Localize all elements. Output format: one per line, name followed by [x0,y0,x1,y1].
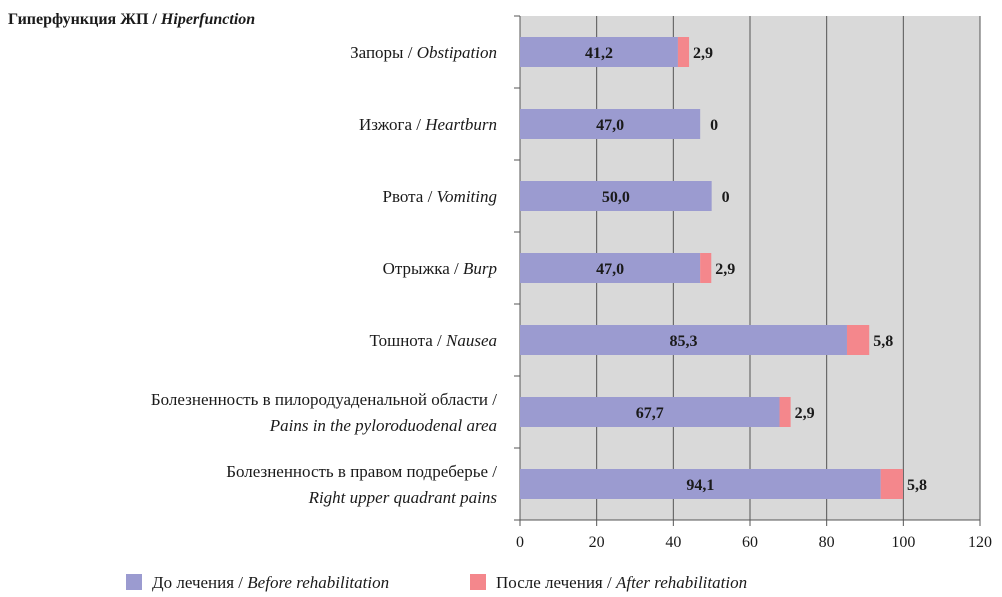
text-ru: Изжога / [359,115,425,134]
category-label: Тошнота / Nausea [370,331,497,350]
bar-after [846,325,870,355]
text-en: Hiperfunction [160,11,255,28]
data-label-after: 2,9 [693,45,713,62]
bar-after [677,37,690,67]
category-label: Pains in the pyloroduodenal area [269,416,497,435]
text-ru: Гиперфункция ЖП / [8,11,161,28]
data-label-before: 67,7 [636,405,664,422]
text-en: Obstipation [417,43,497,62]
x-tick-labels: 0 20 40 60 80 100 120 [516,534,992,551]
text-ru: Болезненность в правом подреберье / [226,462,497,481]
legend-swatch [126,574,142,590]
x-tick-label: 80 [819,534,835,551]
category-label: Right upper quadrant pains [308,488,498,507]
text-ru: Болезненность в пилородуаденальной облас… [151,390,497,409]
data-label-after: 2,9 [795,405,815,422]
bar-before [520,181,712,211]
data-label-before: 41,2 [585,45,613,62]
bar-after [779,397,791,427]
data-label-before: 85,3 [669,333,697,350]
category-label: Изжога / Heartburn [359,115,497,134]
bar-before [520,253,701,283]
category-label: Болезненность в пилородуаденальной облас… [151,390,497,409]
text-en: Before rehabilitation [247,573,389,592]
text-en: After rehabilitation [615,573,747,592]
bar-before [520,109,701,139]
chart-title: Гиперфункция ЖП / Hiperfunction [8,11,255,28]
x-tick-label: 120 [968,534,992,551]
data-label-after: 2,9 [715,261,735,278]
legend-swatch [470,574,486,590]
text-en: Burp [463,259,497,278]
text-ru: До лечения / [152,573,247,592]
data-label-after: 5,8 [907,477,927,494]
bar-after [700,253,712,283]
text-ru: Запоры / [350,43,417,62]
text-en: Pains in the pyloroduodenal area [269,416,497,435]
category-label: Болезненность в правом подреберье / [226,462,497,481]
text-en: Heartburn [424,115,497,134]
x-tick-label: 20 [589,534,605,551]
category-labels: Запоры / Obstipation Изжога / Heartburn Рв… [151,43,498,507]
data-label-before: 50,0 [602,189,630,206]
bar-after [880,469,903,499]
data-label-after: 5,8 [873,333,893,350]
bar-before [520,397,780,427]
category-label: Запоры / Obstipation [350,43,497,62]
x-tick-label: 100 [891,534,915,551]
x-tick-label: 0 [516,534,524,551]
data-label-before: 47,0 [596,261,624,278]
legend-label: До лечения / Before rehabilitation [152,573,389,592]
x-tick-label: 60 [742,534,758,551]
bar-before [520,469,881,499]
text-ru: Отрыжка / [383,259,463,278]
legend-label: После лечения / After rehabilitation [496,573,747,592]
text-ru: После лечения / [496,573,616,592]
data-label-after: 0 [722,189,730,206]
text-ru: Тошнота / [370,331,446,350]
data-label-before: 47,0 [596,117,624,134]
legend: До лечения / Before rehabilitation После … [126,573,747,592]
text-en: Nausea [445,331,497,350]
text-en: Vomiting [437,187,497,206]
x-tick-label: 40 [665,534,681,551]
bars [520,37,903,499]
text-ru: Рвота / [383,187,437,206]
bar-before [520,37,678,67]
bar-before [520,325,847,355]
category-label: Отрыжка / Burp [383,259,497,278]
data-labels: 41,2 2,9 47,0 0 50,0 0 47,0 2,9 85,3 5,8 67,7 2,9 94… [585,45,927,494]
data-label-before: 94,1 [686,477,714,494]
data-label-after: 0 [710,117,718,134]
text-en: Right upper quadrant pains [308,488,498,507]
category-label: Рвота / Vomiting [383,187,498,206]
